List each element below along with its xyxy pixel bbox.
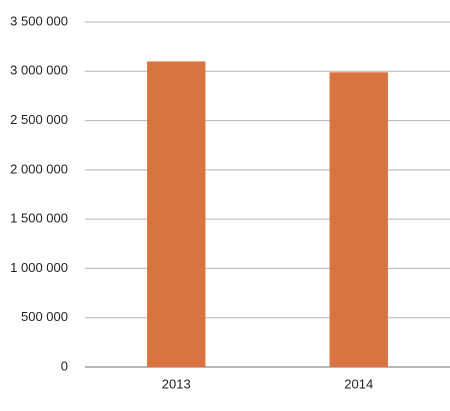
- y-tick-label: 3 000 000: [10, 63, 68, 78]
- y-tick-label: 2 500 000: [10, 112, 68, 127]
- y-tick-label: 1 500 000: [10, 211, 68, 226]
- y-tick-label: 1 000 000: [10, 260, 68, 275]
- x-tick-label: 2013: [162, 376, 191, 391]
- bar: [329, 72, 388, 368]
- y-tick-label: 2 000 000: [10, 161, 68, 176]
- y-tick-label: 3 500 000: [10, 13, 68, 28]
- x-tick-label: 2014: [344, 376, 373, 391]
- bar: [147, 61, 206, 368]
- y-tick-label: 500 000: [21, 309, 68, 324]
- y-tick-label: 0: [61, 358, 68, 373]
